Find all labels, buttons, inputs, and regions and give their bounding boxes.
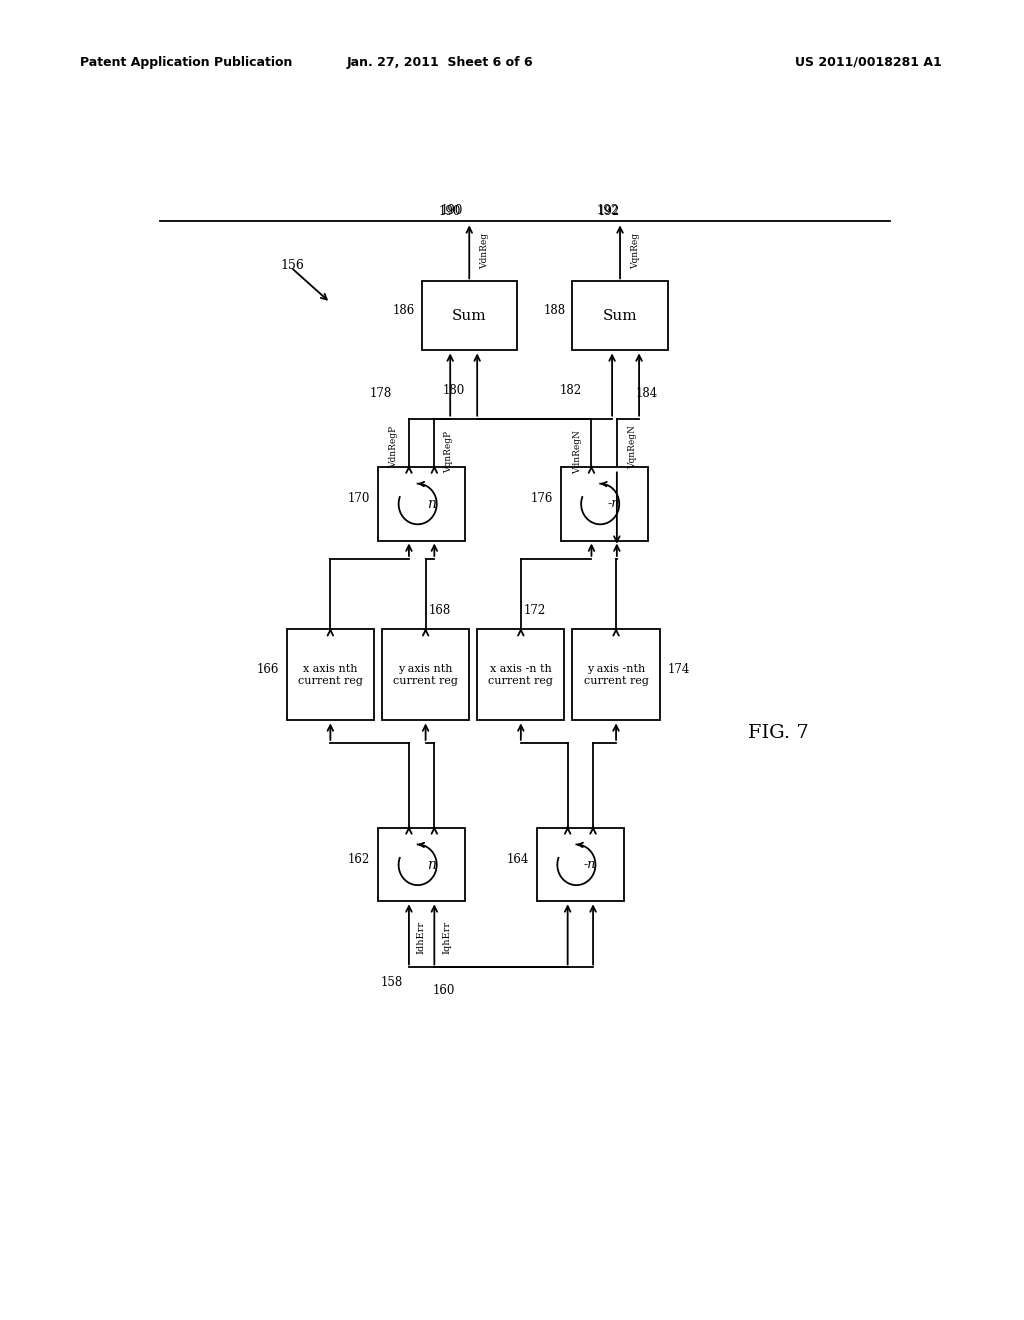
Text: 168: 168	[429, 603, 451, 616]
Text: y axis -nth
current reg: y axis -nth current reg	[584, 664, 648, 685]
Text: 162: 162	[348, 853, 370, 866]
Text: 190: 190	[440, 205, 463, 218]
Text: Jan. 27, 2011  Sheet 6 of 6: Jan. 27, 2011 Sheet 6 of 6	[347, 55, 534, 69]
Text: 166: 166	[256, 663, 279, 676]
Text: 176: 176	[530, 492, 553, 506]
Text: 184: 184	[636, 387, 658, 400]
Text: IqhErr: IqhErr	[442, 920, 452, 953]
Text: 172: 172	[524, 603, 546, 616]
Text: 190: 190	[439, 206, 461, 218]
Text: Patent Application Publication: Patent Application Publication	[80, 55, 292, 69]
Text: n: n	[427, 858, 435, 871]
Text: 182: 182	[560, 384, 582, 396]
Text: 156: 156	[281, 259, 304, 272]
Text: -n: -n	[584, 858, 596, 871]
Text: 180: 180	[442, 384, 465, 396]
Text: 164: 164	[507, 853, 528, 866]
Text: VqnReg: VqnReg	[631, 232, 640, 269]
Text: 178: 178	[370, 387, 392, 400]
Text: 192: 192	[598, 206, 621, 218]
Bar	[287, 630, 374, 721]
Text: -n: -n	[607, 498, 620, 511]
Text: VqnRegP: VqnRegP	[443, 432, 453, 473]
Bar	[477, 630, 564, 721]
Text: FIG. 7: FIG. 7	[749, 723, 809, 742]
Text: x axis -n th
current reg: x axis -n th current reg	[488, 664, 553, 685]
Text: x axis nth
current reg: x axis nth current reg	[298, 664, 362, 685]
Text: 192: 192	[596, 205, 618, 218]
Text: y axis nth
current reg: y axis nth current reg	[393, 664, 458, 685]
Text: US 2011/0018281 A1: US 2011/0018281 A1	[796, 55, 942, 69]
Bar	[572, 630, 659, 721]
Text: 158: 158	[380, 975, 402, 989]
Bar	[572, 281, 668, 351]
Text: VdnReg: VdnReg	[480, 232, 489, 269]
Text: 174: 174	[668, 663, 690, 676]
Text: VqnRegN: VqnRegN	[628, 425, 637, 469]
Text: VdnRegP: VdnRegP	[389, 426, 397, 469]
Text: 186: 186	[393, 305, 416, 317]
Bar	[537, 828, 624, 902]
Text: Sum: Sum	[603, 309, 637, 323]
Text: 188: 188	[544, 305, 566, 317]
Bar	[378, 828, 465, 902]
Text: Sum: Sum	[452, 309, 486, 323]
Text: IdhErr: IdhErr	[417, 920, 426, 953]
Bar	[422, 281, 517, 351]
Text: 170: 170	[348, 492, 370, 506]
Text: n: n	[427, 496, 435, 511]
Bar	[378, 467, 465, 541]
Bar	[382, 630, 469, 721]
Text: VdnRegN: VdnRegN	[573, 430, 582, 474]
Bar	[560, 467, 648, 541]
Text: 160: 160	[433, 983, 455, 997]
